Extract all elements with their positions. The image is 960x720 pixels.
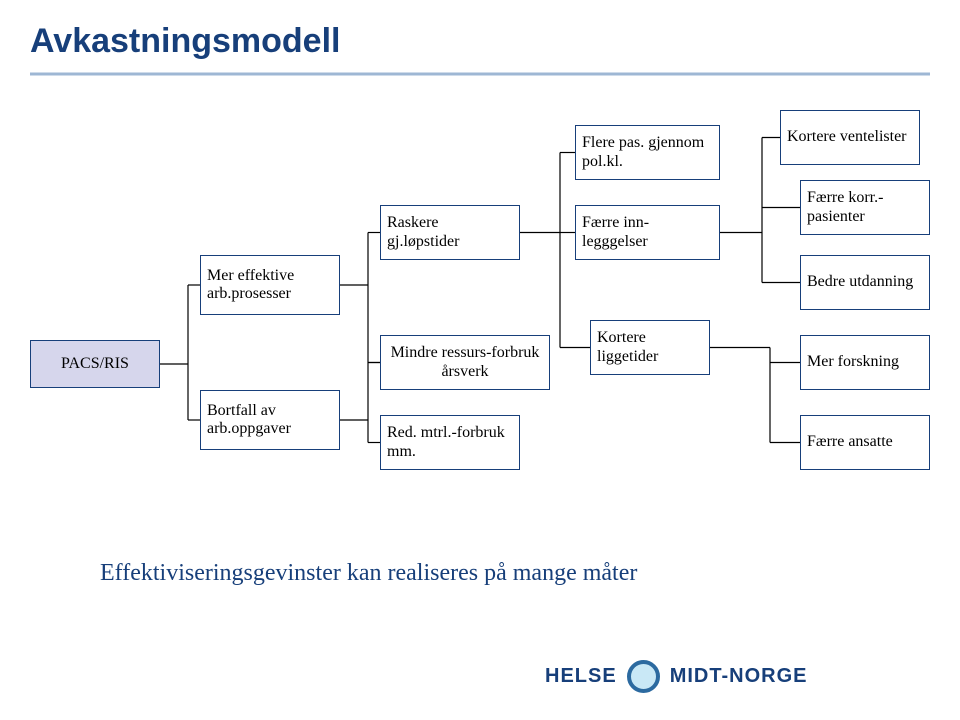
logo-sub-text: MIDT-NORGE [670, 665, 808, 688]
node-fan: Færre ansatte [800, 415, 930, 470]
bottom-caption: Effektiviseringsgevinster kan realiseres… [100, 560, 637, 587]
node-finn: Færre inn-legggelser [575, 205, 720, 260]
node-bort: Bortfall av arb.oppgaver [200, 390, 340, 450]
logo-dot-icon [627, 660, 660, 693]
node-redm: Red. mtrl.-forbruk mm. [380, 415, 520, 470]
node-mfor: Mer forskning [800, 335, 930, 390]
node-butd: Bedre utdanning [800, 255, 930, 310]
page-title: Avkastningsmodell [30, 22, 340, 61]
brand-logo: HELSE MIDT-NORGE [545, 660, 807, 693]
node-kvent: Kortere ventelister [780, 110, 920, 165]
node-pacs: PACS/RIS [30, 340, 160, 388]
node-rask: Raskere gj.løpstider [380, 205, 520, 260]
node-klig: Kortere liggetider [590, 320, 710, 375]
node-meff: Mer effektive arb.prosesser [200, 255, 340, 315]
logo-main-text: HELSE [545, 665, 617, 688]
node-mind: Mindre ressurs-forbruk årsverk [380, 335, 550, 390]
node-fkorr: Færre korr.-pasienter [800, 180, 930, 235]
node-flere: Flere pas. gjennom pol.kl. [575, 125, 720, 180]
